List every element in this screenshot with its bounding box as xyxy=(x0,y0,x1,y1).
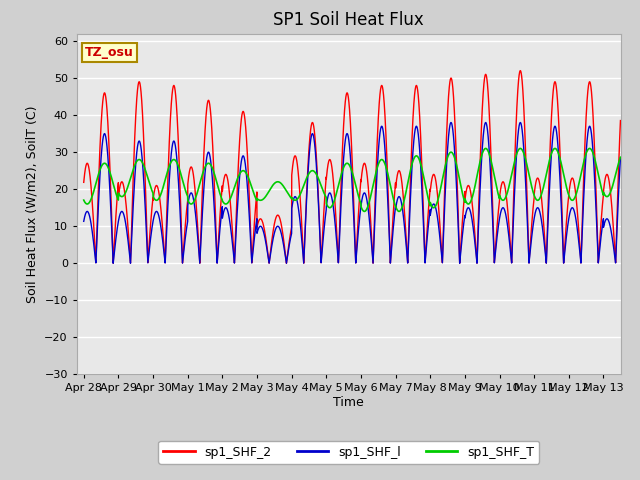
Y-axis label: Soil Heat Flux (W/m2), SoilT (C): Soil Heat Flux (W/m2), SoilT (C) xyxy=(26,105,38,303)
Title: SP1 Soil Heat Flux: SP1 Soil Heat Flux xyxy=(273,11,424,29)
Legend: sp1_SHF_2, sp1_SHF_l, sp1_SHF_T: sp1_SHF_2, sp1_SHF_l, sp1_SHF_T xyxy=(159,441,539,464)
X-axis label: Time: Time xyxy=(333,396,364,409)
Text: TZ_osu: TZ_osu xyxy=(85,46,134,59)
